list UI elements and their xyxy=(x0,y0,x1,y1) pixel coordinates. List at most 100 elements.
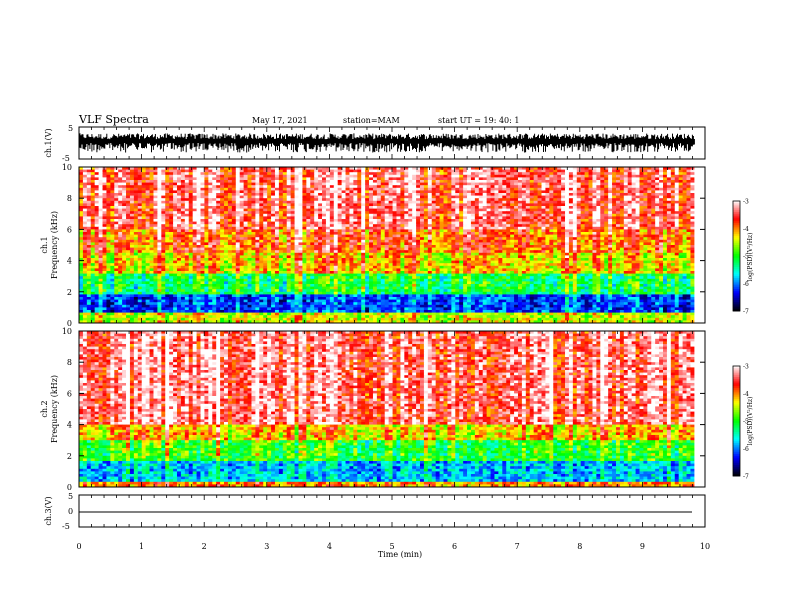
spectrogram-cell xyxy=(388,208,393,212)
spectrogram-cell xyxy=(314,172,319,176)
spectrogram-cell xyxy=(349,208,354,212)
spectrogram-cell xyxy=(365,216,370,220)
spectrogram-cell xyxy=(98,245,103,248)
spectrogram-cell xyxy=(565,182,570,186)
spectrogram-cell xyxy=(463,237,468,241)
spectrogram-cell xyxy=(588,206,593,209)
spectrogram-cell xyxy=(537,174,542,178)
spectrogram-cell xyxy=(631,242,636,246)
spectrogram-cell xyxy=(255,187,260,191)
spectrogram-cell xyxy=(419,185,425,189)
spectrogram-cell xyxy=(482,239,488,243)
spectrogram-cell xyxy=(666,216,672,220)
spectrogram-cell xyxy=(310,211,315,215)
spectrogram-cell xyxy=(263,203,268,207)
spectrogram-cell xyxy=(459,190,464,194)
spectrogram-cell xyxy=(561,200,566,204)
spectrogram-cell xyxy=(592,219,597,222)
spectrogram-cell xyxy=(196,229,201,233)
spectrogram-cell xyxy=(180,174,186,178)
spectrogram-cell xyxy=(239,229,245,233)
spectrogram-cell xyxy=(490,167,495,170)
spectrogram-cell xyxy=(239,193,245,196)
spectrogram-cell xyxy=(435,193,440,196)
spectrogram-cell xyxy=(216,211,221,215)
spectrogram-cell xyxy=(455,187,460,191)
spectrogram-cell xyxy=(184,198,190,202)
spectrogram-cell xyxy=(357,172,362,176)
spectrogram-cell xyxy=(274,193,280,196)
spectrogram-cell xyxy=(145,216,150,220)
spectrogram-cell xyxy=(631,224,636,228)
spectrogram-cell xyxy=(384,167,390,170)
spectrogram-cell xyxy=(282,198,288,202)
spectrogram-cell xyxy=(126,200,131,204)
spectrogram-cell xyxy=(502,208,507,212)
spectrogram-cell xyxy=(129,180,135,183)
spectrogram-cell xyxy=(502,219,507,222)
spectrogram-cell xyxy=(647,195,652,199)
spectrogram-cell xyxy=(243,195,248,199)
spectrogram-cell xyxy=(129,226,135,230)
spectrogram-cell xyxy=(400,195,405,199)
spectrogram-cell xyxy=(655,234,660,238)
spectrogram-cell xyxy=(643,185,648,189)
spectrogram-cell xyxy=(365,219,370,222)
spectrogram-cell xyxy=(365,213,370,217)
spectrogram-cell xyxy=(529,167,535,170)
spectrogram-cell xyxy=(463,180,468,183)
spectrogram-cell xyxy=(263,219,268,222)
spectrogram-cell xyxy=(345,200,350,204)
spectrogram-cell xyxy=(470,208,476,212)
spectrogram-cell xyxy=(612,200,617,204)
spectrogram-cell xyxy=(329,239,335,243)
spectrogram-cell xyxy=(435,234,440,238)
spectrogram-cell xyxy=(224,193,229,196)
spectrogram-cell xyxy=(529,198,535,202)
spectrogram-cell xyxy=(169,195,174,199)
spectrogram-cell xyxy=(447,169,452,173)
spectrogram-cell xyxy=(506,206,511,209)
spectrogram-cell xyxy=(521,208,527,212)
spectrogram-cell xyxy=(349,221,354,225)
spectrogram-cell xyxy=(259,187,264,191)
spectrogram-cell xyxy=(674,213,680,217)
spectrogram-cell xyxy=(212,187,217,191)
spectrogram-cell xyxy=(451,229,456,233)
spectrogram-cell xyxy=(588,174,593,178)
spectrogram-cell xyxy=(129,185,135,189)
spectrogram-cell xyxy=(682,206,687,209)
spectrogram-cell xyxy=(114,174,119,178)
spectrogram-cell xyxy=(224,208,229,212)
spectrogram-cell xyxy=(663,229,668,233)
spectrogram-cell xyxy=(627,200,633,204)
spectrogram-cell xyxy=(122,190,127,194)
spectrogram-cell xyxy=(114,169,119,173)
spectrogram-cell xyxy=(357,195,362,199)
spectrogram-cell xyxy=(267,177,272,181)
spectrogram-cell xyxy=(208,211,213,215)
spectrogram-cell xyxy=(592,172,597,176)
spectrogram-cell xyxy=(341,216,346,220)
spectrogram-cell xyxy=(353,232,358,235)
spectrogram-cell xyxy=(322,185,327,189)
spectrogram-cell xyxy=(329,182,335,186)
spectrogram-cell xyxy=(239,239,245,243)
spectrogram-cell xyxy=(486,182,491,186)
spectrogram-cell xyxy=(110,174,115,178)
spectrogram-cell xyxy=(212,234,217,238)
spectrogram-cell xyxy=(255,245,260,248)
spectrogram-cell xyxy=(584,190,589,194)
spectrogram-cell xyxy=(482,237,488,241)
spectrogram-cell xyxy=(263,185,268,189)
spectrogram-cell xyxy=(274,224,280,228)
spectrogram-cell xyxy=(498,172,503,176)
spectrogram-cell xyxy=(231,239,237,243)
spectrogram-cell xyxy=(627,185,633,189)
spectrogram-cell xyxy=(572,182,578,186)
spectrogram-cell xyxy=(494,226,499,230)
spectrogram-cell xyxy=(682,195,687,199)
spectrogram-cell xyxy=(106,206,111,209)
spectrogram-cell xyxy=(443,224,448,228)
spectrogram-cell xyxy=(227,229,233,233)
